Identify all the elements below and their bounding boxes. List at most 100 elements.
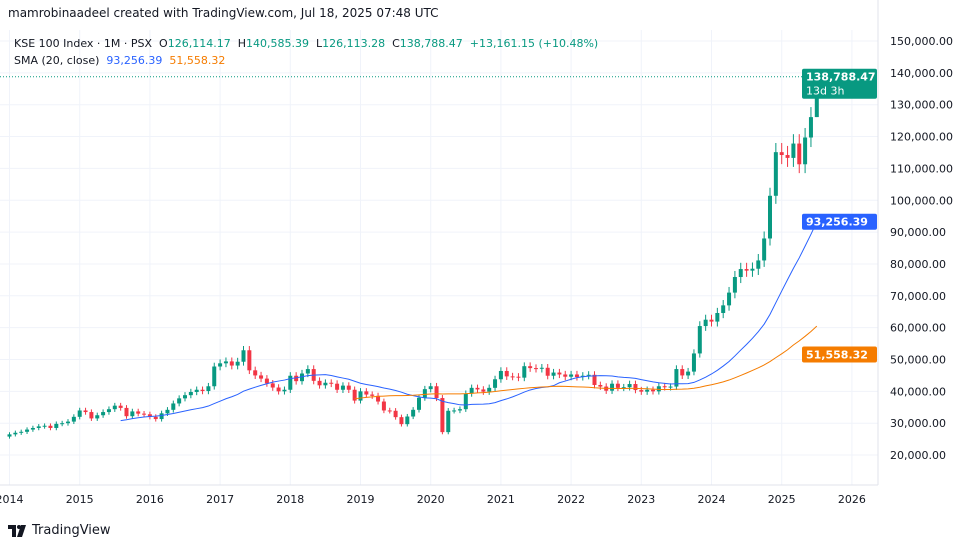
candle-body <box>791 143 796 158</box>
candle-body <box>797 143 802 165</box>
tradingview-logo-icon <box>8 524 26 537</box>
sma1-tag: 93,256.39 <box>806 216 868 229</box>
candle-body <box>153 416 158 420</box>
logo-text: TradingView <box>32 523 111 538</box>
sma1-value: 93,256.39 <box>106 54 163 67</box>
candle-body <box>633 384 638 391</box>
candle-body <box>610 383 615 391</box>
candle-body <box>83 410 88 413</box>
candle-body <box>329 382 334 384</box>
y-tick-label: 50,000.00 <box>890 354 946 367</box>
candle-body <box>194 389 199 392</box>
x-tick-label: 2021 <box>487 493 515 506</box>
candle-body <box>615 383 620 388</box>
candle-body <box>130 411 135 417</box>
candle-body <box>768 195 772 239</box>
candle-body <box>428 386 433 390</box>
candle-body <box>276 387 281 392</box>
candle-body <box>680 369 685 376</box>
candle-body <box>621 387 626 389</box>
candle-body <box>66 421 70 424</box>
candle-body <box>528 366 533 369</box>
candle-body <box>218 363 223 367</box>
candle-body <box>229 361 234 366</box>
price-tag-countdown: 13d 3h <box>806 85 844 98</box>
candle-body <box>493 379 498 388</box>
candle-body <box>417 397 421 410</box>
low-value: 126,113.28 <box>322 37 386 50</box>
sma-label[interactable]: SMA (20, close) <box>14 54 100 67</box>
candle-body <box>674 369 679 387</box>
candle-body <box>253 370 258 376</box>
candle-body <box>744 269 749 271</box>
x-tick-label: 2023 <box>627 493 655 506</box>
candle-body <box>305 369 310 374</box>
y-tick-label: 120,000.00 <box>890 131 953 144</box>
candle-body <box>422 389 427 398</box>
y-tick-label: 30,000.00 <box>890 417 946 430</box>
candle-body <box>522 366 527 378</box>
y-tick-label: 80,000.00 <box>890 258 946 271</box>
candle-body <box>668 386 673 388</box>
candle-body <box>715 312 720 322</box>
candle-body <box>551 372 556 376</box>
candle-body <box>89 412 94 419</box>
sma2-tag: 51,558.32 <box>806 349 868 362</box>
candle-body <box>691 353 696 372</box>
candle-body <box>732 277 737 293</box>
price-tag: 138,788.47 <box>806 71 876 84</box>
candle-body <box>651 389 655 392</box>
candle-body <box>534 368 538 370</box>
candle-body <box>393 410 398 418</box>
change-value: +13,161.15 (+10.48%) <box>469 37 599 50</box>
candle-body <box>19 431 24 433</box>
x-tick-label: 2020 <box>417 493 445 506</box>
candle-body <box>627 384 632 388</box>
y-tick-label: 40,000.00 <box>890 385 946 398</box>
candle-body <box>539 367 544 369</box>
candle-body <box>405 416 410 425</box>
candle-body <box>136 411 141 414</box>
candle-body <box>340 385 345 390</box>
candle-body <box>738 269 743 278</box>
candle-body <box>7 434 12 437</box>
candle-body <box>223 361 228 364</box>
candle-body <box>106 409 111 413</box>
x-tick-label: 2025 <box>768 493 796 506</box>
candle-body <box>183 395 187 399</box>
candle-body <box>645 389 650 392</box>
candle-body <box>469 387 474 394</box>
candle-body <box>200 389 205 392</box>
candle-body <box>598 384 603 387</box>
candle-body <box>434 386 439 399</box>
candle-body <box>381 401 386 411</box>
y-tick-label: 130,000.00 <box>890 99 953 112</box>
candle-body <box>206 386 211 392</box>
sma-long-line <box>354 325 818 400</box>
open-value: 126,114.17 <box>167 37 231 50</box>
candle-body <box>288 375 293 390</box>
candle-body <box>387 410 392 412</box>
candle-body <box>762 238 767 261</box>
y-tick-label: 20,000.00 <box>890 449 946 462</box>
candle-body <box>95 415 100 419</box>
y-tick-label: 100,000.00 <box>890 194 953 207</box>
candle-body <box>574 374 579 378</box>
candle-body <box>376 395 381 402</box>
candle-body <box>294 375 299 382</box>
candle-body <box>352 389 357 401</box>
candle-body <box>504 370 509 377</box>
candle-body <box>487 387 492 392</box>
candle-body <box>323 382 328 386</box>
candle-body <box>165 409 170 414</box>
x-tick-label: 2018 <box>276 493 304 506</box>
y-tick-label: 60,000.00 <box>890 322 946 335</box>
symbol-label[interactable]: KSE 100 Index · 1M · PSX <box>14 37 153 50</box>
candle-body <box>440 398 445 433</box>
candle-body <box>779 152 784 156</box>
candle-body <box>457 409 462 411</box>
candle-body <box>36 426 41 428</box>
candle-body <box>808 117 813 138</box>
